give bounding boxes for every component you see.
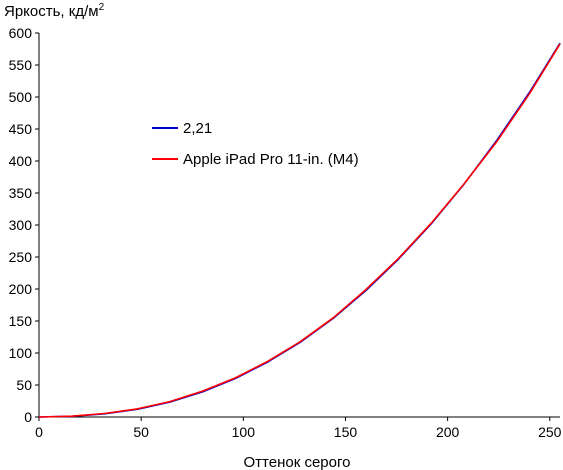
x-axis-title: Оттенок серого [244, 454, 351, 470]
y-tick-label: 0 [24, 409, 32, 425]
x-tick-label: 100 [232, 424, 256, 440]
y-axis-title-superscript: 2 [99, 2, 105, 13]
y-tick-label: 300 [9, 217, 33, 233]
legend-label-1: 2,21 [183, 120, 212, 137]
axes: 0 50 100 150 200 250 300 350 400 450 500 550 600 0 50 1… [9, 25, 562, 440]
y-tick-label: 350 [9, 185, 33, 201]
y-tick-label: 600 [9, 25, 33, 41]
y-tick-label: 150 [9, 313, 33, 329]
x-tick-label: 50 [133, 424, 149, 440]
x-tick-label: 150 [334, 424, 358, 440]
y-tick-label: 450 [9, 121, 33, 137]
y-tick-label: 50 [16, 377, 32, 393]
y-tick-label: 250 [9, 249, 33, 265]
x-tick-label: 0 [35, 424, 43, 440]
y-tick-label: 500 [9, 89, 33, 105]
x-tick-label: 250 [538, 424, 562, 440]
series-layer [38, 42, 561, 418]
x-tick-label: 200 [436, 424, 460, 440]
legend: 2,21 Apple iPad Pro 11-in. (M4) [152, 120, 359, 168]
y-tick-label: 550 [9, 57, 33, 73]
y-tick-label: 200 [9, 281, 33, 297]
y-axis-title: Яркость, кд/м2 [4, 2, 105, 20]
legend-label-2: Apple iPad Pro 11-in. (M4) [183, 151, 359, 168]
y-axis-title-text: Яркость, кд/м [4, 3, 99, 20]
y-tick-label: 100 [9, 345, 33, 361]
y-tick-label: 400 [9, 153, 33, 169]
series-line-1 [38, 42, 561, 418]
series-line-2 [38, 43, 561, 418]
